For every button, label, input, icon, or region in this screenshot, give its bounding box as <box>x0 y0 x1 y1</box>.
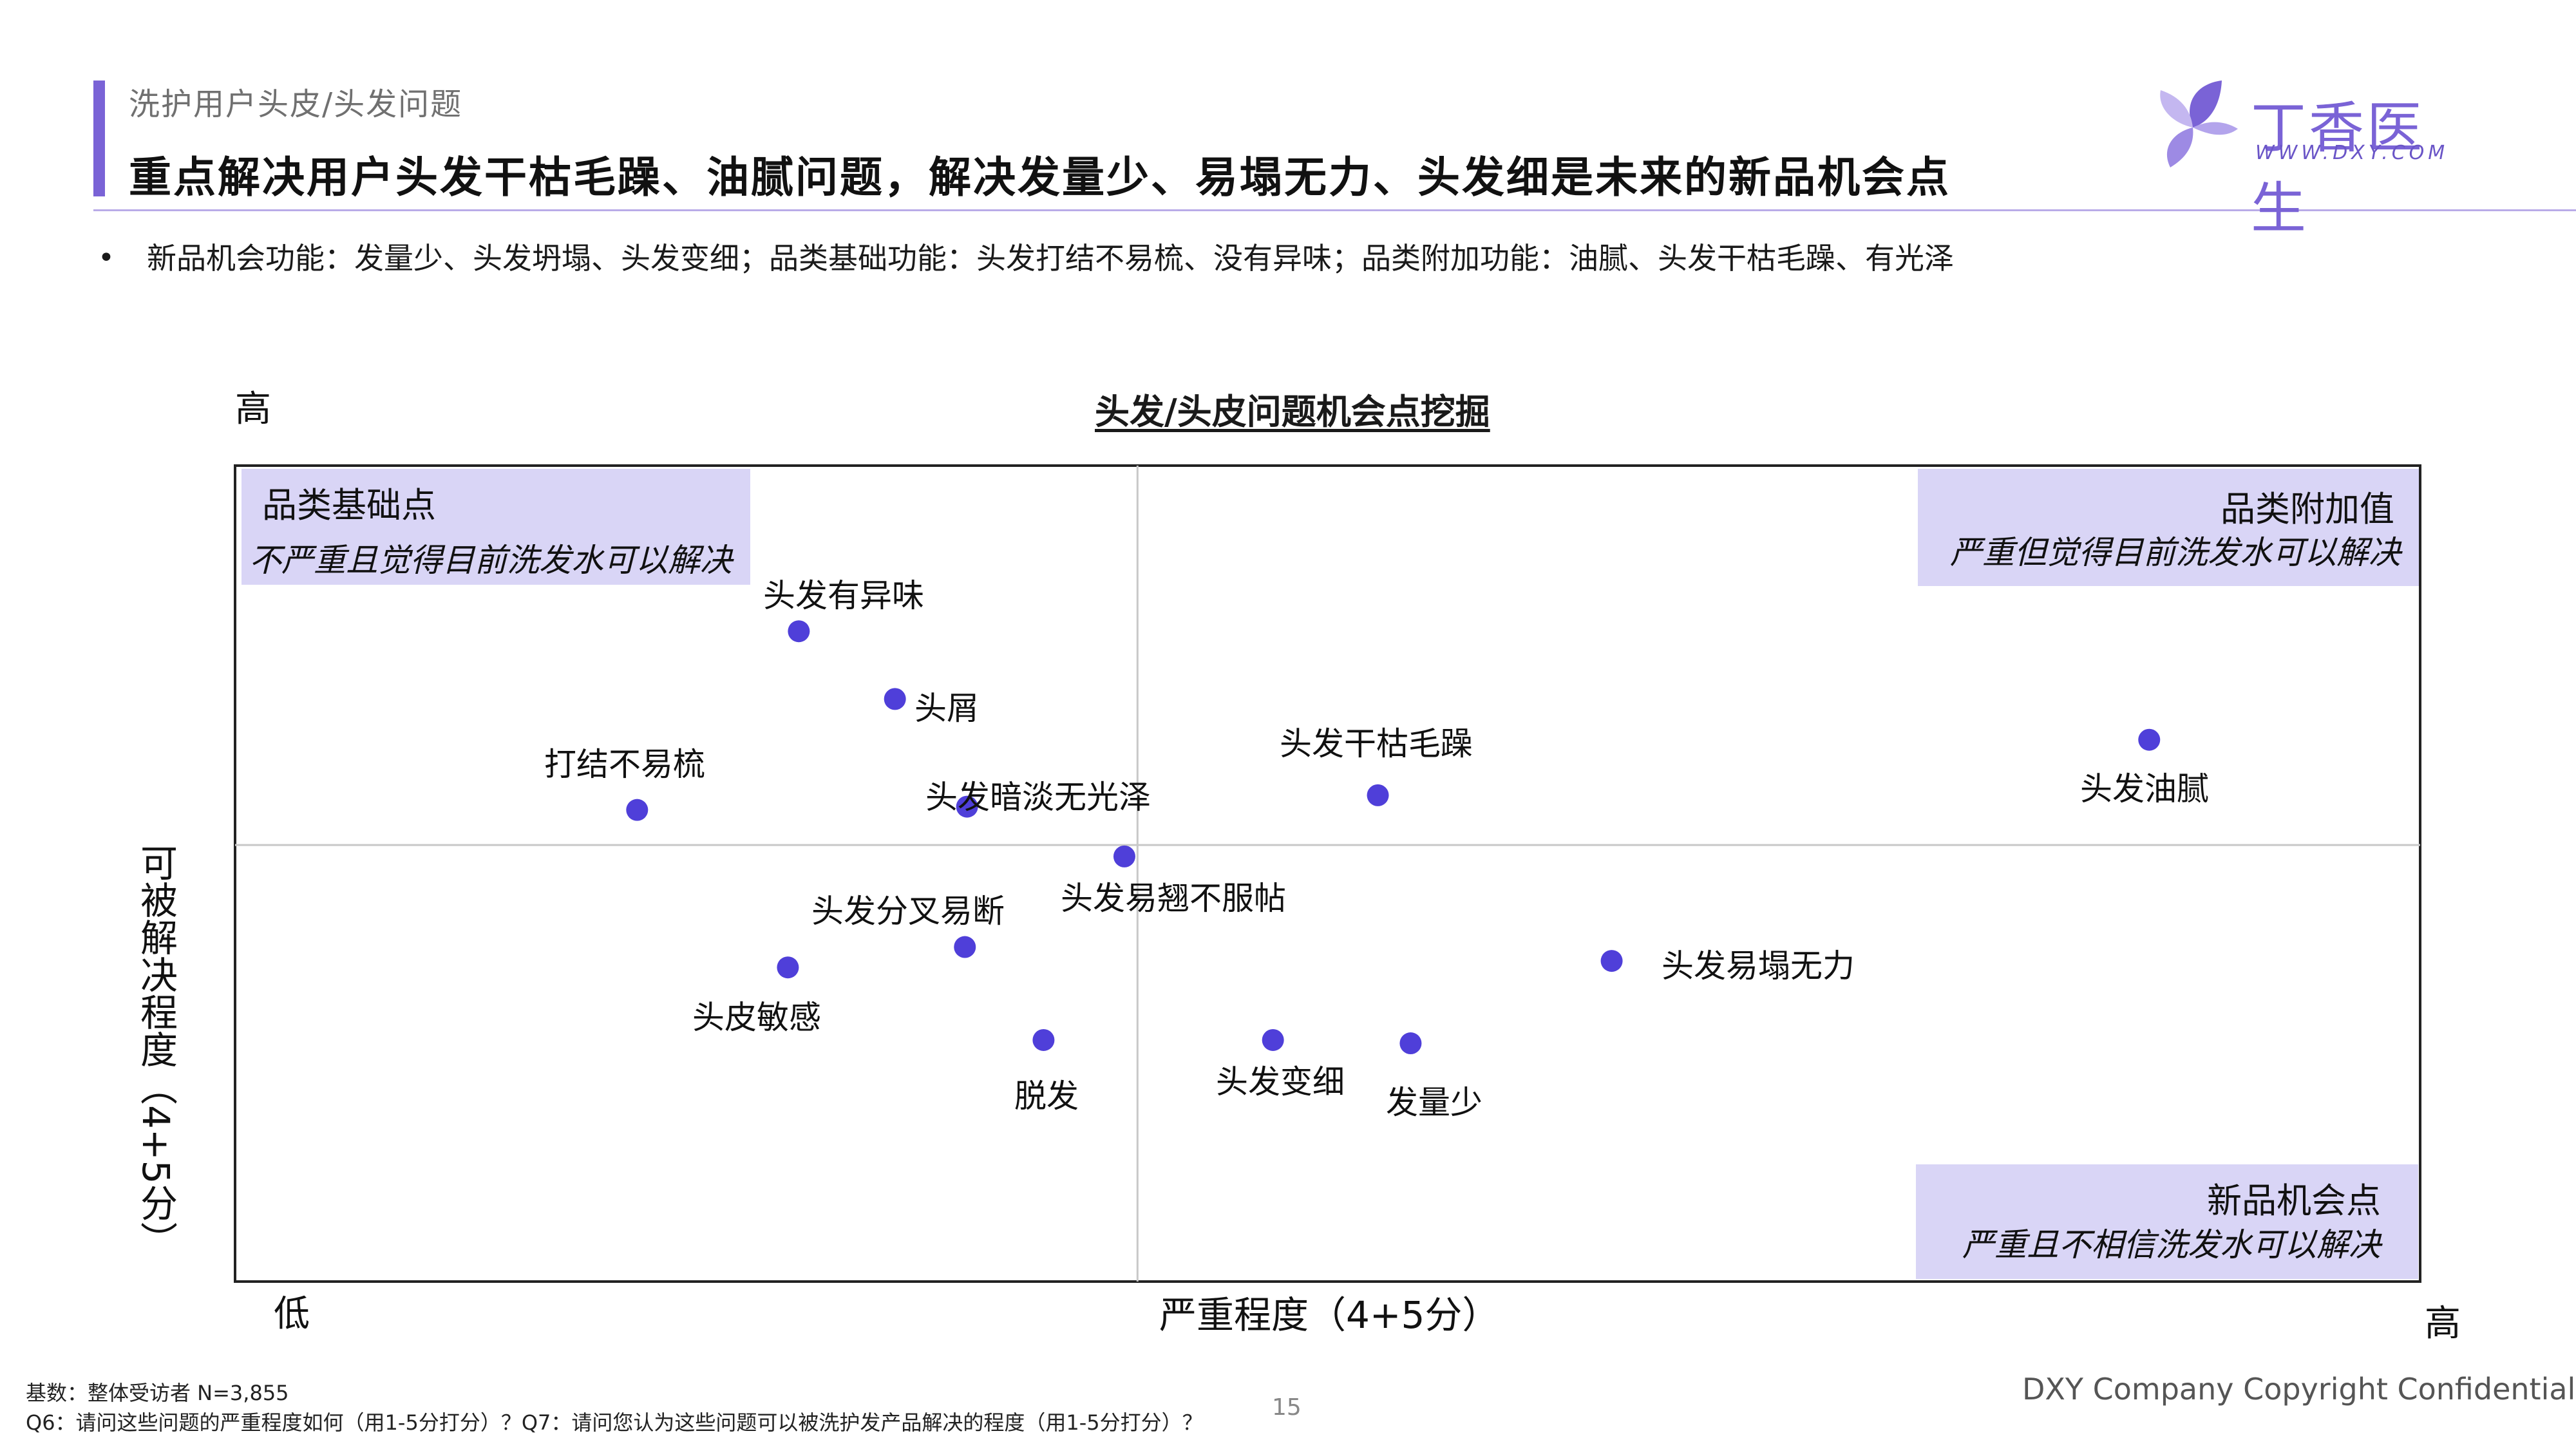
quadrant-title: 品类基础点 <box>262 485 436 526</box>
summary-bullet: 新品机会功能：发量少、头发坍塌、头发变细；品类基础功能：头发打结不易梳、没有异味… <box>147 241 1954 276</box>
x-axis-high-label: 高 <box>2425 1303 2461 1345</box>
clove-flower-icon <box>2160 80 2238 167</box>
x-axis-low-label: 低 <box>274 1293 310 1335</box>
point-label: 头屑 <box>914 690 979 727</box>
quadrant-subtitle: 严重且不相信洗发水可以解决 <box>1962 1226 2381 1264</box>
page-headline: 重点解决用户头发干枯毛躁、油腻问题，解决发量少、易塌无力、头发细是未来的新品机会… <box>129 153 1951 202</box>
section-label: 洗护用户头皮/头发问题 <box>129 86 463 122</box>
copyright-notice: DXY Company Copyright Confidential <box>2022 1372 2576 1406</box>
data-point <box>884 688 906 710</box>
header-accent-bar <box>93 80 105 196</box>
logo-url: WWW.DXY.COM <box>2255 142 2449 164</box>
point-label: 头发分叉易断 <box>811 893 1005 930</box>
quadrant-top-left: 品类基础点 不严重且觉得目前洗发水可以解决 <box>242 469 750 585</box>
point-label: 头皮敏感 <box>692 999 821 1036</box>
point-label: 头发暗淡无光泽 <box>925 779 1151 816</box>
data-point <box>1367 784 1389 806</box>
quadrant-subtitle: 严重但觉得目前洗发水可以解决 <box>1950 534 2401 571</box>
point-label: 脱发 <box>1014 1077 1079 1115</box>
quadrant-title: 新品机会点 <box>2207 1180 2381 1221</box>
quadrant-title: 品类附加值 <box>2221 489 2394 529</box>
point-label: 头发油腻 <box>2080 770 2209 808</box>
footnote-questions: Q6：请问这些问题的严重程度如何（用1-5分打分）？Q7：请问您认为这些问题可以… <box>26 1410 1203 1435</box>
quadrant-top-right: 品类附加值 严重但觉得目前洗发水可以解决 <box>1918 469 2419 586</box>
data-point <box>956 795 978 818</box>
quadrant-subtitle: 不严重且觉得目前洗发水可以解决 <box>249 542 732 579</box>
header-divider <box>93 209 2576 211</box>
footnote-base: 基数：整体受访者 N=3,855 <box>26 1381 289 1405</box>
point-label: 头发易翘不服帖 <box>1061 880 1286 917</box>
dxy-logo: 丁香医生 WWW.DXY.COM <box>2145 77 2467 241</box>
point-label: 头发易塌无力 <box>1662 947 1855 985</box>
data-point <box>1113 845 1135 867</box>
point-label: 头发干枯毛躁 <box>1280 725 1473 762</box>
data-point <box>1032 1028 1055 1051</box>
data-point <box>788 620 810 643</box>
data-point <box>1262 1028 1284 1051</box>
data-point <box>1399 1032 1422 1055</box>
point-label: 头发变细 <box>1216 1063 1345 1101</box>
point-label: 打结不易梳 <box>544 746 705 783</box>
data-point <box>954 936 976 958</box>
point-label: 发量少 <box>1386 1084 1482 1121</box>
bullet-marker: • <box>98 242 115 274</box>
point-label: 头发有异味 <box>763 577 924 614</box>
logo-name: 丁香医生 <box>2251 96 2425 241</box>
x-axis-title: 严重程度（4+5分） <box>1159 1293 1500 1337</box>
data-point <box>626 799 649 821</box>
data-point <box>2138 728 2161 751</box>
plot-frame <box>234 464 2421 1283</box>
data-point <box>1600 950 1623 972</box>
y-axis-title: 可被解决程度（4+5分） <box>134 844 178 1259</box>
data-point <box>777 956 799 979</box>
chart-title: 头发/头皮问题机会点挖掘 <box>1095 392 1490 432</box>
page-number: 15 <box>1272 1394 1302 1421</box>
y-axis-high-label: 高 <box>235 388 271 430</box>
quadrant-bottom-right: 新品机会点 严重且不相信洗发水可以解决 <box>1916 1164 2418 1279</box>
